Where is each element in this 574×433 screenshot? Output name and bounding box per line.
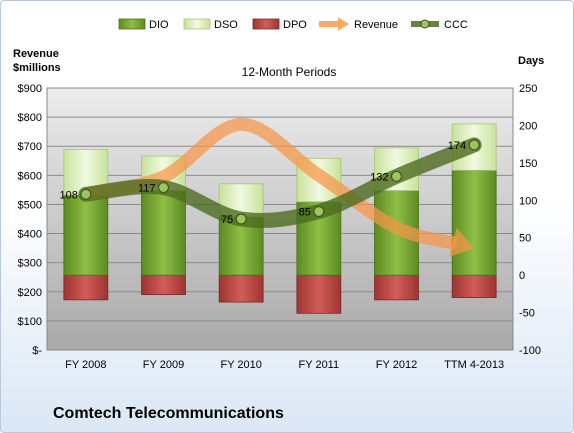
ccc-marker [390, 170, 403, 182]
x-tick: FY 2008 [65, 359, 106, 371]
ccc-data-label: 132 [370, 171, 388, 183]
legend-label-revenue: Revenue [354, 19, 398, 31]
legend-label-dio: DIO [149, 19, 169, 31]
ccc-marker [157, 181, 170, 194]
bar-dio [63, 194, 109, 276]
y-right-tick: 100 [519, 195, 537, 207]
y-right-tick: 250 [519, 83, 537, 95]
revenue-line [84, 117, 459, 250]
y-left-tick: $800 [18, 112, 42, 124]
ccc-data-label: 85 [299, 207, 311, 219]
company-title: Comtech Telecommunications [53, 405, 284, 422]
legend-swatch-dio [118, 18, 146, 30]
legend-swatch-ccc-marker [420, 19, 430, 29]
y-left-tick: $- [32, 345, 42, 357]
revenue-arrowhead [449, 228, 475, 258]
y-left-label-line2: $millions [13, 62, 61, 74]
ccc-data-label: 108 [59, 189, 77, 201]
y-right-tick: 50 [519, 233, 531, 245]
grid-lines [47, 116, 513, 322]
ccc-marker [313, 205, 325, 218]
legend-label-dso: DSO [214, 19, 238, 31]
y-left-tick: $600 [18, 170, 42, 182]
y-right-tick: 0 [519, 270, 525, 282]
tick-labels: $- $100 $200 $300 $400 $500 $600 $700 $800 $900 -1… [18, 83, 542, 371]
y-left-tick: $700 [18, 141, 42, 153]
y-left-label-line1: Revenue [13, 48, 59, 60]
bar-dpo [141, 274, 186, 296]
ccc-data-label: 117 [138, 183, 156, 195]
ccc-marker [468, 139, 480, 151]
legend: DIO DSO DPO Revenue CCC [118, 17, 468, 31]
y-left-tick: $900 [18, 83, 42, 95]
x-tick: FY 2010 [220, 359, 261, 371]
x-tick: TTM 4-2013 [444, 359, 504, 371]
bar-dpo [451, 274, 497, 298]
ccc-data-label: 75 [221, 214, 233, 226]
y-left-tick: $400 [18, 229, 42, 241]
y-right-tick: -50 [519, 308, 535, 320]
y-left-tick: $200 [18, 287, 42, 299]
bar-dio [451, 169, 497, 276]
legend-swatch-dpo [252, 18, 280, 30]
ccc-series: 108 117 75 85 132 174 [59, 137, 482, 228]
x-tick: FY 2009 [143, 359, 184, 371]
revenue-series [84, 117, 475, 258]
bar-dpo [296, 274, 342, 314]
legend-swatch-dso [183, 18, 211, 30]
ccc-marker [80, 188, 92, 200]
y-left-tick: $500 [18, 199, 42, 211]
x-tick: FY 2011 [299, 359, 340, 371]
y-left-tick: $100 [18, 316, 42, 328]
legend-label-ccc: CCC [444, 19, 468, 31]
x-tick: FY 2012 [376, 359, 417, 371]
y-left-tick: $300 [18, 258, 42, 270]
y-right-tick: 150 [519, 158, 537, 170]
legend-label-dpo: DPO [283, 19, 307, 31]
bar-dpo [374, 274, 419, 301]
ccc-data-label: 174 [448, 140, 466, 152]
y-right-tick: 200 [519, 120, 537, 132]
legend-swatch-revenue-head [338, 17, 349, 31]
y-right-label: Days [518, 55, 544, 67]
chart-title: 12-Month Periods [242, 65, 337, 79]
bar-dio [141, 190, 186, 276]
bar-dpo [218, 274, 264, 303]
bar-dpo [63, 274, 109, 301]
y-right-tick: -100 [519, 345, 541, 357]
ccc-marker [235, 213, 247, 225]
